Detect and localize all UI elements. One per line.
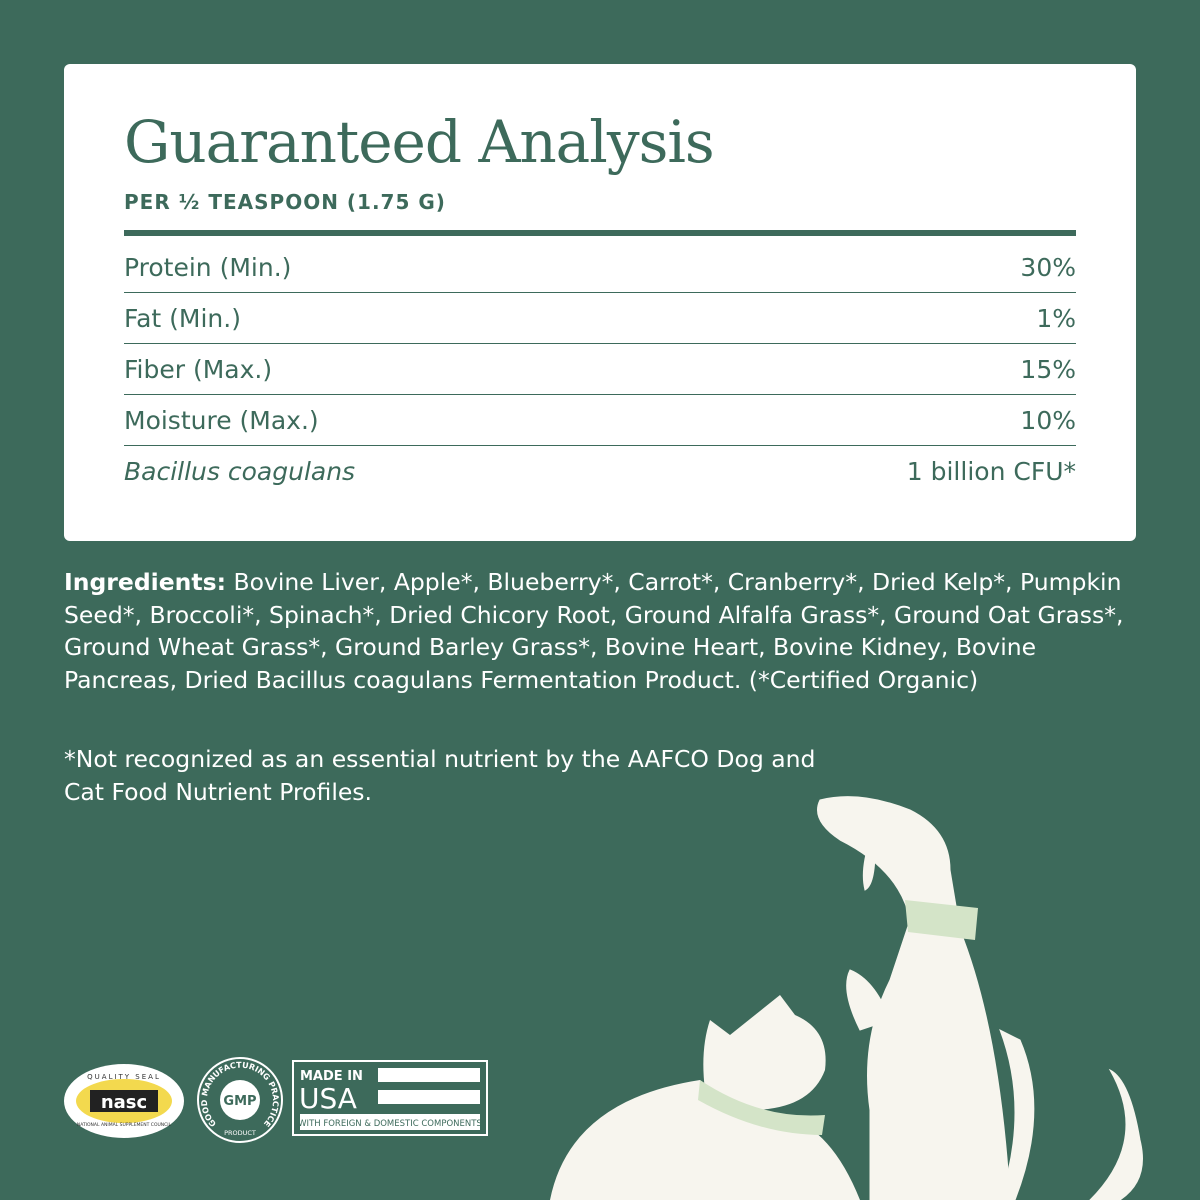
nasc-top-text: QUALITY SEAL	[87, 1073, 161, 1081]
dog-collar	[905, 900, 978, 940]
nasc-bottom-text: NATIONAL ANIMAL SUPPLEMENT COUNCIL	[77, 1122, 172, 1128]
row-value: 10%	[1020, 405, 1076, 435]
usa-line2: USA	[299, 1082, 357, 1115]
row-value: 30%	[1020, 252, 1076, 282]
table-row: Bacillus coagulans 1 billion CFU*	[124, 446, 1076, 496]
page-title: Guaranteed Analysis	[124, 108, 715, 176]
row-label: Fat (Min.)	[124, 303, 241, 333]
table-row: Fiber (Max.) 15%	[124, 344, 1076, 395]
ingredients-heading: Ingredients:	[64, 568, 226, 596]
divider	[124, 230, 1076, 236]
gmp-seal-logo: GMP GOOD MANUFACTURING PRACTICE PRODUCT	[197, 1057, 283, 1143]
row-label: Bacillus coagulans	[124, 456, 356, 486]
ingredients-text: Ingredients: Bovine Liver, Apple*, Blueb…	[64, 566, 1144, 696]
guaranteed-analysis-card: Guaranteed Analysis PER ½ TEASPOON (1.75…	[64, 64, 1136, 541]
table-row: Fat (Min.) 1%	[124, 293, 1076, 344]
footnote: *Not recognized as an essential nutrient…	[64, 745, 816, 806]
table-row: Protein (Min.) 30%	[124, 242, 1076, 293]
cat-icon	[550, 995, 860, 1200]
ingredients-list: Bovine Liver, Apple*, Blueberry*, Carrot…	[64, 568, 1124, 694]
usa-line3: WITH FOREIGN & DOMESTIC COMPONENTS	[298, 1119, 482, 1129]
dog-icon	[817, 796, 1143, 1200]
row-value: 1 billion CFU*	[906, 456, 1076, 486]
nasc-seal-logo: QUALITY SEAL nasc NATIONAL ANIMAL SUPPLE…	[64, 1064, 184, 1138]
gmp-mark: GMP	[223, 1094, 256, 1109]
row-label: Protein (Min.)	[124, 252, 292, 282]
analysis-table: Protein (Min.) 30% Fat (Min.) 1% Fiber (Ma…	[124, 242, 1076, 496]
row-value: 1%	[1036, 303, 1076, 333]
nasc-mark: nasc	[101, 1092, 147, 1113]
dog-and-cat-illustration	[550, 796, 1143, 1200]
cat-collar	[698, 1080, 825, 1135]
usa-line1: MADE IN	[300, 1069, 363, 1084]
made-in-usa-logo: MADE IN USA WITH FOREIGN & DOMESTIC COMP…	[292, 1060, 488, 1136]
gmp-bottom-text: PRODUCT	[224, 1129, 256, 1137]
row-label: Moisture (Max.)	[124, 405, 319, 435]
table-row: Moisture (Max.) 10%	[124, 395, 1076, 446]
row-label: Fiber (Max.)	[124, 354, 273, 384]
row-value: 15%	[1020, 354, 1076, 384]
serving-size: PER ½ TEASPOON (1.75 G)	[124, 190, 446, 214]
